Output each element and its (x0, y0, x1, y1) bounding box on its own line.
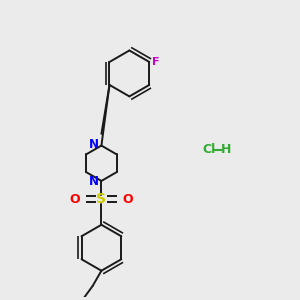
Text: H: H (221, 143, 232, 157)
Text: S: S (96, 192, 106, 206)
Text: O: O (70, 193, 80, 206)
Text: N: N (89, 175, 99, 188)
Text: N: N (89, 138, 99, 151)
Text: Cl: Cl (202, 143, 215, 157)
Text: O: O (123, 193, 133, 206)
Text: F: F (152, 57, 160, 67)
